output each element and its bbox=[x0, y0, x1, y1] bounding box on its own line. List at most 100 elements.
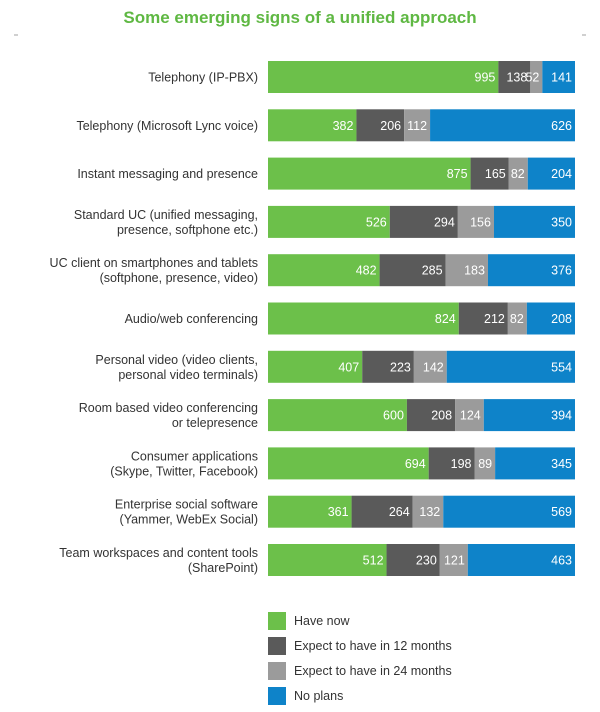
legend-label: Expect to have in 12 months bbox=[294, 639, 452, 653]
bar-segment bbox=[268, 447, 429, 480]
data-label: 223 bbox=[390, 360, 411, 374]
data-label: 995 bbox=[475, 71, 496, 85]
bar-segment bbox=[428, 447, 475, 480]
bar-segment bbox=[470, 157, 509, 190]
bar-segment bbox=[268, 254, 380, 287]
category-label: Consumer applications (Skype, Twitter, Fa… bbox=[110, 449, 258, 478]
legend-label: Have now bbox=[294, 614, 350, 628]
bar-segment bbox=[268, 544, 387, 576]
bar-segment bbox=[526, 302, 575, 335]
data-label: 124 bbox=[460, 409, 481, 423]
category-label: Audio/web conferencing bbox=[125, 312, 258, 326]
bar-segment bbox=[455, 399, 484, 432]
data-label: 198 bbox=[451, 457, 472, 471]
bar-segment bbox=[457, 205, 494, 238]
category-label: Personal video (video clients, personal v… bbox=[95, 353, 258, 382]
bar-segment bbox=[268, 157, 471, 190]
data-label: 82 bbox=[511, 167, 525, 181]
bar-segment bbox=[412, 495, 444, 528]
data-label: 82 bbox=[510, 312, 524, 326]
bar-segment bbox=[379, 254, 446, 287]
category-label-line: (softphone, presence, video) bbox=[100, 271, 258, 285]
category-label-line: Room based video conferencing bbox=[79, 401, 258, 415]
data-label: 141 bbox=[551, 71, 572, 85]
category-label: Room based video conferencing or telepres… bbox=[79, 401, 258, 430]
data-label: 394 bbox=[551, 409, 572, 423]
bar-segment bbox=[493, 205, 575, 238]
data-label: 121 bbox=[444, 554, 465, 568]
bar-segment bbox=[443, 495, 575, 528]
category-label-line: Audio/web conferencing bbox=[125, 312, 258, 326]
data-label: 208 bbox=[431, 409, 452, 423]
category-label-line: (Skype, Twitter, Facebook) bbox=[110, 464, 258, 478]
data-label: 382 bbox=[333, 119, 354, 133]
bar-segment bbox=[386, 544, 440, 576]
bar-segment bbox=[430, 109, 575, 142]
bar-segment bbox=[467, 544, 575, 576]
bar-segment bbox=[362, 350, 414, 383]
bar-segment bbox=[495, 447, 575, 480]
data-label: 463 bbox=[551, 554, 572, 568]
bar-segment bbox=[413, 350, 447, 383]
category-label-line: (SharePoint) bbox=[188, 561, 258, 575]
bar-segment bbox=[508, 157, 528, 190]
data-label: 89 bbox=[478, 457, 492, 471]
data-label: 208 bbox=[551, 312, 572, 326]
data-label: 165 bbox=[485, 167, 506, 181]
data-label: 138 bbox=[506, 71, 527, 85]
bar-segment bbox=[268, 495, 352, 528]
data-label: 230 bbox=[416, 554, 437, 568]
bar-segment bbox=[268, 61, 499, 93]
data-label: 345 bbox=[551, 457, 572, 471]
category-label-line: (Yammer, WebEx Social) bbox=[120, 513, 258, 527]
bar-segment bbox=[351, 495, 413, 528]
bar-segment bbox=[445, 254, 488, 287]
category-label-line: Standard UC (unified messaging, bbox=[74, 208, 258, 222]
bar-segment bbox=[406, 399, 456, 432]
bar-segment bbox=[487, 254, 575, 287]
category-label-line: Personal video (video clients, bbox=[95, 353, 258, 367]
bar-segment bbox=[483, 399, 575, 432]
category-label: Team workspaces and content tools (ShareP… bbox=[59, 546, 258, 575]
legend-label: Expect to have in 24 months bbox=[294, 664, 452, 678]
bar-segment bbox=[507, 302, 527, 335]
category-label: Telephony (IP-PBX) bbox=[148, 71, 258, 85]
bar-segment bbox=[268, 302, 459, 335]
legend-swatch bbox=[268, 662, 286, 680]
category-label-line: Telephony (Microsoft Lync voice) bbox=[76, 119, 258, 133]
bar-segment bbox=[439, 544, 468, 576]
category-label-line: Instant messaging and presence bbox=[77, 167, 258, 181]
bar-segment bbox=[268, 205, 390, 238]
data-label: 569 bbox=[551, 505, 572, 519]
data-label: 875 bbox=[447, 167, 468, 181]
bar-segment bbox=[268, 399, 407, 432]
category-label: Standard UC (unified messaging, presence,… bbox=[74, 208, 258, 237]
title-rule-right bbox=[582, 34, 586, 36]
bar-segment bbox=[498, 61, 531, 93]
data-label: 206 bbox=[380, 119, 401, 133]
data-label: 52 bbox=[525, 71, 539, 85]
legend-label: No plans bbox=[294, 689, 344, 703]
bar-segment bbox=[458, 302, 508, 335]
data-label: 132 bbox=[419, 505, 440, 519]
bar-segment bbox=[356, 109, 405, 142]
data-label: 407 bbox=[338, 360, 359, 374]
category-label-line: Telephony (IP-PBX) bbox=[148, 71, 258, 85]
category-label-line: Enterprise social software bbox=[115, 498, 258, 512]
category-label-line: UC client on smartphones and tablets bbox=[50, 256, 258, 270]
data-label: 183 bbox=[464, 264, 485, 278]
legend-swatch bbox=[268, 612, 286, 630]
data-label: 694 bbox=[405, 457, 426, 471]
category-label-line: presence, softphone etc.) bbox=[117, 223, 258, 237]
bar-segment bbox=[268, 109, 357, 142]
data-label: 512 bbox=[363, 554, 384, 568]
data-label: 112 bbox=[407, 119, 427, 133]
data-label: 142 bbox=[423, 360, 444, 374]
data-label: 824 bbox=[435, 312, 456, 326]
category-label-line: Consumer applications bbox=[131, 449, 258, 463]
data-label: 361 bbox=[328, 505, 349, 519]
bar-segment bbox=[389, 205, 458, 238]
category-label-line: personal video terminals) bbox=[118, 368, 258, 382]
legend-swatch bbox=[268, 637, 286, 655]
